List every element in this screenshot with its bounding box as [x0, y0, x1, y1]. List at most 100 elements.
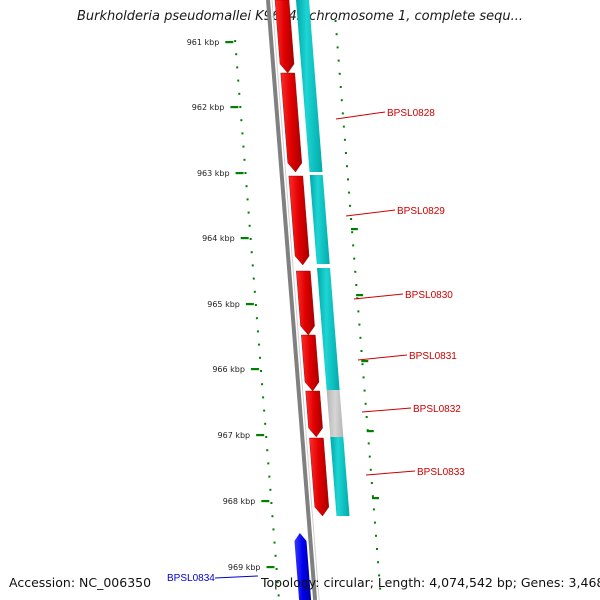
- ruler-dot: [234, 40, 237, 42]
- ruler-dot: [242, 145, 245, 148]
- ruler-dot: [266, 449, 269, 452]
- ruler-dot: [277, 594, 280, 597]
- gene-labels: BPSL0828 BPSL0829 BPSL0830 BPSL0831 BPSL0832…: [167, 108, 465, 584]
- cds-gene-arrow[interactable]: [280, 72, 303, 173]
- ruler-dot: [342, 125, 345, 128]
- ruler-dot: [343, 138, 346, 141]
- cds-gene-arrow[interactable]: [288, 175, 310, 266]
- ruler-dot: [352, 244, 355, 247]
- ruler-dot: [335, 33, 338, 36]
- gene-label[interactable]: BPSL0833: [417, 467, 465, 478]
- ruler-major-tick: [261, 500, 270, 503]
- ruler-dot: [357, 310, 360, 313]
- ruler-dot: [252, 277, 255, 280]
- cds-gene-arrow[interactable]: [274, 0, 295, 74]
- ruler-tick-label: 962 kbp: [192, 103, 225, 112]
- ruler-major-tick: [266, 566, 275, 569]
- ruler-dot: [251, 264, 254, 267]
- gene-label[interactable]: BPSL0830: [405, 290, 453, 301]
- ruler-dot: [270, 502, 273, 504]
- ruler-dot: [239, 106, 242, 108]
- ruler-dot: [337, 59, 340, 62]
- ruler-major-tick: [256, 434, 265, 437]
- cds-gene-arrow-reverse[interactable]: [294, 533, 312, 600]
- backbone-highlight: [271, 0, 320, 600]
- ruler-major-tick: [235, 172, 244, 175]
- ruler-dot: [339, 86, 342, 88]
- ruler-dot: [275, 568, 278, 570]
- ruler-dot: [373, 521, 376, 524]
- ruler-dot: [248, 224, 251, 227]
- ruler-major-tick: [245, 303, 254, 306]
- ruler-dot: [350, 218, 353, 220]
- ruler-dot: [340, 99, 343, 102]
- ruler-dot: [378, 574, 381, 577]
- gene-leader-line: [353, 293, 404, 300]
- ruler-dot: [254, 304, 257, 306]
- ruler-tick-label: 964 kbp: [202, 234, 235, 243]
- ruler-dot: [272, 528, 275, 531]
- ruler-dot: [353, 257, 356, 260]
- ruler-dot: [347, 178, 350, 181]
- cds-gene-arrow[interactable]: [309, 437, 330, 517]
- ruler-dot: [267, 462, 270, 465]
- ruler-dot: [247, 211, 250, 214]
- ruler-dot: [358, 323, 361, 326]
- gene-label[interactable]: BPSL0831: [409, 351, 457, 362]
- ruler-tick-label: 961 kbp: [187, 38, 220, 47]
- cds-gene-arrow[interactable]: [301, 334, 320, 392]
- ruler-dot: [271, 515, 274, 518]
- ruler-dot: [253, 290, 256, 293]
- ruler-dot: [237, 79, 240, 82]
- ruler-dot: [355, 284, 358, 286]
- ruler-minor-tick: [350, 228, 358, 231]
- ruler-dot: [370, 482, 373, 484]
- gene-label[interactable]: BPSL0828: [387, 108, 435, 119]
- gene-label[interactable]: BPSL0829: [397, 206, 445, 217]
- ruler-dot: [371, 495, 374, 498]
- ruler-dot: [249, 238, 252, 240]
- cds-track: [274, 0, 330, 600]
- gene-leader-line: [365, 470, 416, 476]
- ruler-dot: [351, 231, 354, 234]
- orf-segment: [296, 0, 323, 172]
- backbone-line: [266, 0, 318, 600]
- ruler-dot: [261, 383, 264, 386]
- ruler-dot: [260, 370, 263, 372]
- gene-label[interactable]: BPSL0832: [413, 404, 461, 415]
- ruler-dot: [262, 396, 265, 399]
- ruler-tick-label: 963 kbp: [197, 169, 230, 178]
- ruler-dot: [236, 66, 239, 69]
- orf-gap-segment: [326, 390, 344, 437]
- ruler-dot: [338, 72, 341, 75]
- ruler-dot: [374, 534, 377, 537]
- ruler-dot: [250, 251, 253, 254]
- ruler-dot: [362, 376, 365, 379]
- ruler-dot: [376, 548, 379, 550]
- ruler-dot: [344, 152, 347, 154]
- ruler-tick-label: 966 kbp: [212, 365, 245, 374]
- ruler-dot: [255, 317, 258, 320]
- ruler-dot: [246, 198, 249, 201]
- ruler-minor-tick: [356, 294, 364, 297]
- ruler-dot: [360, 350, 363, 352]
- ruler-dot: [238, 92, 241, 95]
- cds-gene-arrow[interactable]: [296, 270, 315, 336]
- ruler-dot: [336, 46, 339, 49]
- cds-gene-arrow[interactable]: [305, 390, 323, 438]
- ruler-dot: [273, 541, 276, 544]
- ruler-dot: [364, 402, 367, 405]
- ruler-dot: [365, 416, 368, 418]
- ruler-dot: [276, 581, 279, 584]
- ruler-major-tick: [240, 237, 249, 240]
- ruler-dot: [363, 389, 366, 392]
- ruler-dot: [274, 554, 277, 557]
- orf-segment: [317, 268, 340, 390]
- ruler-dot: [264, 422, 267, 425]
- ruler-major-tick: [230, 106, 239, 109]
- gene-leader-line: [345, 209, 396, 217]
- ruler-major-tick: [225, 41, 234, 44]
- ruler-dot: [341, 112, 344, 115]
- gene-label[interactable]: BPSL0834: [167, 573, 215, 584]
